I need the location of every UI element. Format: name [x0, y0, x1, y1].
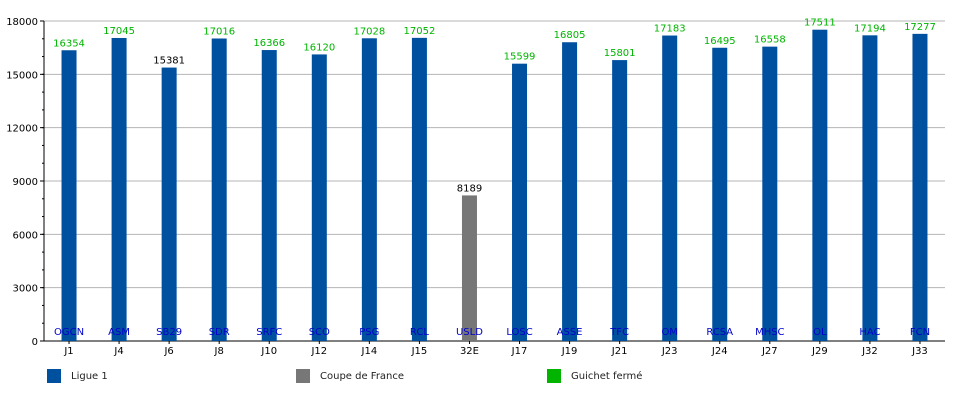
x-tick-label: J1	[63, 346, 73, 357]
opponent-label: ASSE	[557, 327, 583, 338]
legend-label-sold-out: Guichet fermé	[571, 370, 643, 382]
bar	[461, 195, 477, 341]
value-label: 17016	[203, 26, 235, 37]
bar	[411, 37, 427, 341]
x-tick-label: 32E	[460, 346, 479, 357]
bar	[261, 50, 277, 341]
bar	[612, 60, 628, 342]
value-label: 8189	[457, 183, 482, 194]
value-label: 16354	[53, 38, 85, 49]
opponent-label: SRFC	[256, 327, 282, 338]
opponent-label: USLD	[456, 327, 483, 338]
value-label: 16558	[754, 35, 786, 46]
x-tick-label: J32	[861, 346, 878, 357]
x-tick-label: J15	[411, 346, 428, 357]
opponent-label: SB29	[156, 327, 182, 338]
opponent-label: OM	[661, 327, 678, 338]
legend-swatch-coupe	[296, 369, 310, 383]
value-label: 17183	[654, 24, 686, 35]
x-tick-label: J4	[113, 346, 123, 357]
value-label: 15801	[604, 48, 636, 59]
opponent-label: OGCN	[54, 327, 84, 338]
bar	[712, 47, 728, 341]
opponent-label: TFC	[609, 327, 629, 338]
opponent-label: SCO	[309, 327, 330, 338]
y-tick-label: 18000	[6, 17, 38, 28]
y-tick-label: 3000	[13, 284, 38, 295]
opponent-label: OL	[813, 327, 827, 338]
legend-label-coupe: Coupe de France	[320, 370, 405, 382]
opponent-label: FCN	[910, 327, 930, 338]
x-tick-label: J19	[561, 346, 578, 357]
value-label: 16366	[253, 38, 285, 49]
value-label: 16495	[704, 36, 736, 47]
bar	[862, 35, 878, 341]
opponent-label: LOSC	[506, 327, 532, 338]
opponent-label: MHSC	[755, 327, 784, 338]
bar	[211, 38, 227, 341]
labels: 16354 OGCN 17045 ASM 15381 SB29 17016 SDR 16366 S…	[53, 18, 936, 338]
legend-item-ligue1: Ligue 1	[47, 368, 108, 384]
x-tick-label: J10	[260, 346, 277, 357]
bar	[161, 67, 177, 341]
legend-swatch-ligue1	[47, 369, 61, 383]
bar	[311, 54, 327, 342]
x-tick-label: J8	[214, 346, 224, 357]
y-tick-label: 12000	[6, 124, 38, 135]
legend: Ligue 1 Coupe de France Guichet fermé	[0, 368, 960, 384]
x-tick-label: J27	[761, 346, 778, 357]
y-tick-label: 6000	[13, 230, 38, 241]
grid-lines	[44, 20, 945, 342]
value-label: 15381	[153, 56, 185, 67]
value-label: 17045	[103, 26, 135, 37]
value-label: 17277	[904, 22, 936, 33]
y-tick-label: 9000	[13, 177, 38, 188]
opponent-label: ASM	[108, 327, 130, 338]
value-label: 16805	[554, 30, 586, 41]
bar	[61, 50, 77, 342]
bar	[812, 29, 828, 342]
opponent-label: RCSA	[706, 327, 733, 338]
legend-item-sold-out: Guichet fermé	[547, 368, 642, 384]
bar	[562, 42, 578, 341]
opponent-label: HAC	[859, 327, 880, 338]
x-tick-label: J12	[310, 346, 327, 357]
bar	[762, 46, 778, 341]
x-tick-label: J6	[163, 346, 173, 357]
x-tick-label: J23	[661, 346, 678, 357]
y-tick-label: 15000	[6, 70, 38, 81]
x-tick-label: J17	[511, 346, 528, 357]
value-label: 17052	[404, 26, 436, 37]
x-tick-label: J24	[711, 346, 728, 357]
value-label: 17511	[804, 18, 836, 29]
value-label: 15599	[504, 52, 536, 63]
legend-label-ligue1: Ligue 1	[71, 370, 108, 382]
x-tick-label: J29	[811, 346, 828, 357]
opponent-label: SDR	[209, 327, 230, 338]
bar	[662, 35, 678, 341]
legend-item-coupe: Coupe de France	[296, 368, 404, 384]
opponent-label: PSG	[359, 327, 379, 338]
value-label: 16120	[303, 42, 335, 53]
legend-swatch-sold-out	[547, 369, 561, 383]
y-tick-label: 0	[32, 337, 38, 348]
bar	[912, 33, 928, 341]
bar	[361, 38, 377, 341]
x-tick-label: J14	[361, 346, 378, 357]
bar	[512, 63, 528, 341]
x-tick-label: J21	[611, 346, 628, 357]
axes: 0 3000 6000 9000 12000 15000 18000 J1 J4 J6 J8 J10 J…	[6, 17, 945, 357]
attendance-chart: 0 3000 6000 9000 12000 15000 18000 J1 J4 J6 J8 J10 J…	[6, 17, 945, 357]
value-label: 17028	[353, 26, 385, 37]
bars	[61, 29, 928, 342]
opponent-label: RCL	[410, 327, 429, 338]
bar	[111, 37, 127, 341]
x-tick-label: J33	[911, 346, 928, 357]
value-label: 17194	[854, 23, 886, 34]
